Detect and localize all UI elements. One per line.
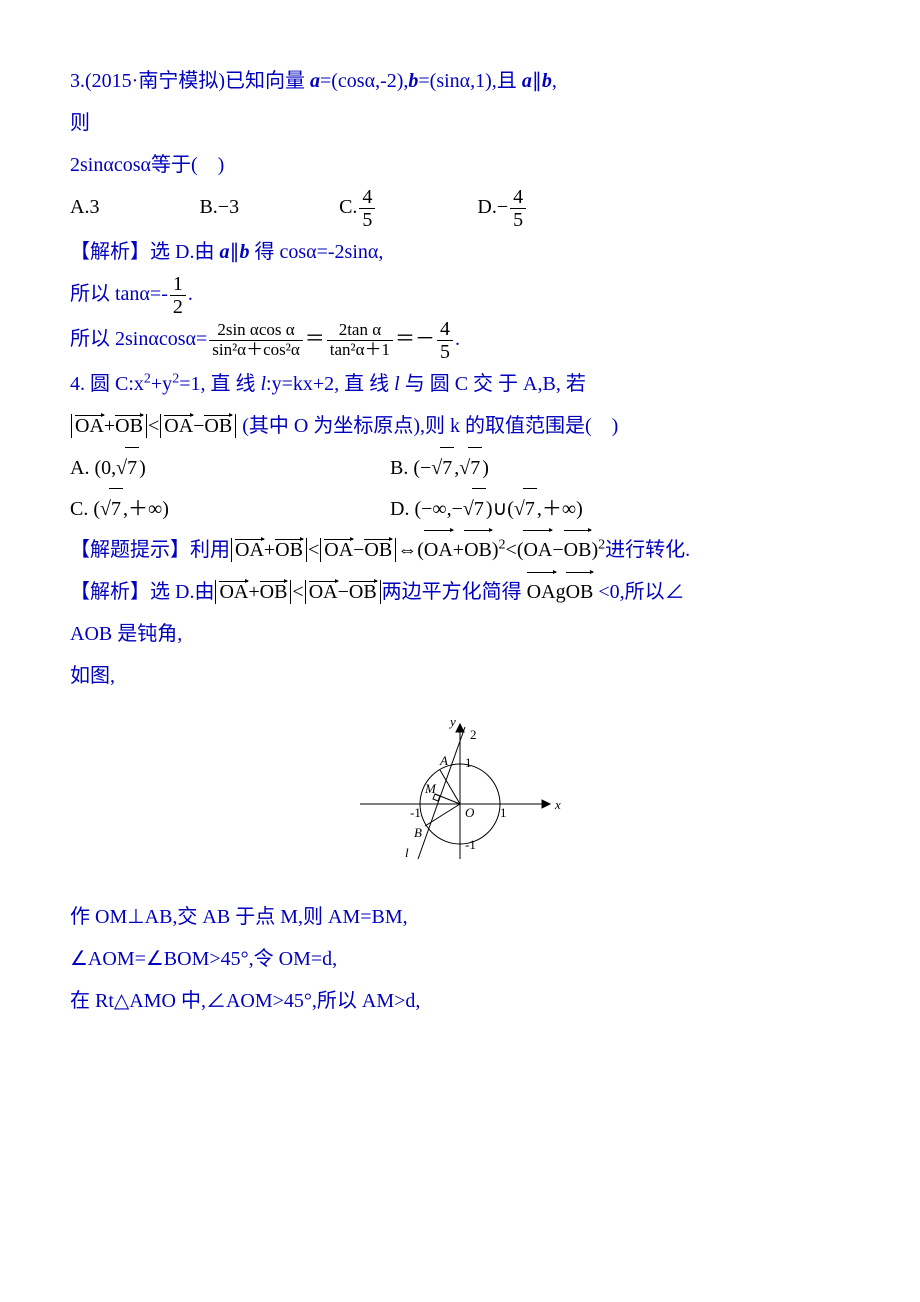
vec-a: a (310, 70, 320, 92)
q3-stem-1: 3.(2015·南宁模拟)已知向量 (70, 70, 310, 92)
q4-hint: 【解题提示】利用OA+OB<OA−OB⇔(OA+OB)2<(OA−OB)2进行转… (70, 529, 850, 571)
q4-foot-2: ∠AOM=∠BOM>45°,令 OM=d, (70, 938, 850, 980)
opt-d: D. (−∞,−√7)∪(√7,＋∞) (390, 488, 710, 529)
tick-2y: 2 (470, 727, 477, 742)
q3-stem-line1: 3.(2015·南宁模拟)已知向量 a=(cosα,-2),b=(sinα,1)… (70, 60, 850, 102)
q4-stem-line2: OA+OB<OA−OB (其中 O 为坐标原点),则 k 的取值范围是( ) (70, 405, 850, 447)
vec-b: b (408, 70, 418, 92)
vec-b2: b (542, 70, 552, 92)
tick-1x: 1 (500, 805, 507, 820)
q4-foot-3: 在 Rt△AMO 中,∠AOM>45°,所以 AM>d, (70, 980, 850, 1022)
q3-sol-2: 所以 tanα=-12. (70, 273, 850, 318)
opt-c: C.45 (339, 186, 377, 231)
q3-sol-3: 所以 2sinαcosα=2sin αcos αsin²α＋cos²α＝2tan… (70, 318, 850, 363)
q3-options: A.3 B.−3 C.45 D.−45 (70, 186, 850, 231)
vec-a2: a (522, 70, 532, 92)
axis-x-label: x (554, 797, 561, 812)
q3-stem-line3: 2sinαcosα等于( ) (70, 144, 850, 186)
tick-m1x: -1 (410, 805, 421, 820)
line-l-label: l (405, 845, 409, 860)
axis-y-label: y (448, 714, 456, 729)
opt-d: D.−45 (477, 186, 528, 231)
opt-b: B. (−√7,√7) (390, 447, 710, 488)
q4-sol-1: 【解析】选 D.由OA+OB<OA−OB两边平方化简得 OAgOB <0,所以∠ (70, 571, 850, 613)
opt-b: B.−3 (199, 186, 239, 231)
par: ∥ (532, 70, 542, 92)
origin-label: O (465, 805, 475, 820)
q4-fig-label: 如图, (70, 655, 850, 697)
a-val: =(cosα,-2), (320, 70, 408, 92)
q4-options: A. (0,√7) B. (−√7,√7) C. (√7,＋∞) D. (−∞,… (70, 447, 850, 529)
point-M: M (424, 781, 437, 796)
b-val: =(sinα,1),且 (418, 70, 521, 92)
tick-m1y: -1 (465, 837, 476, 852)
q3-stem-line2: 则 (70, 102, 850, 144)
point-B: B (414, 825, 422, 840)
opt-c: C. (√7,＋∞) (70, 488, 390, 529)
q4-stem-line1: 4. 圆 C:x2+y2=1, 直 线 l:y=kx+2, 直 线 l 与 圆 … (70, 363, 850, 405)
q4-foot-1: 作 OM⊥AB,交 AB 于点 M,则 AM=BM, (70, 896, 850, 938)
point-A: A (439, 753, 448, 768)
circle-line-diagram: y x O 1 -1 1 2 -1 A B M l (340, 709, 580, 869)
tail: , (552, 70, 557, 92)
opt-a: A.3 (70, 186, 99, 231)
diagram-wrap: y x O 1 -1 1 2 -1 A B M l (70, 709, 850, 884)
q4-sol-2: AOB 是钝角, (70, 613, 850, 655)
tick-1y: 1 (465, 755, 472, 770)
opt-a: A. (0,√7) (70, 447, 390, 488)
q3-sol-1: 【解析】选 D.由 a∥b 得 cosα=-2sinα, (70, 231, 850, 273)
